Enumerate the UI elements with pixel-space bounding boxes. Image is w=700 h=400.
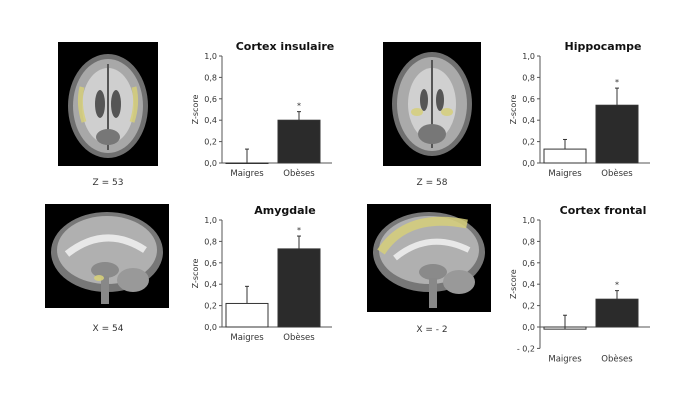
chart-title: Cortex frontal <box>560 204 647 217</box>
y-tick-label: 0,0 <box>522 323 535 332</box>
y-tick-label: 1,0 <box>522 216 535 225</box>
bar-maigres <box>225 162 269 164</box>
bar-chart-cortex-insulaire: Cortex insulaire 0,0 0,2 0,4 0,6 0,8 1,0 Z-scor… <box>190 38 340 198</box>
bar-obèses <box>595 298 639 328</box>
brain-scan-sagittal-2 <box>367 204 491 312</box>
category-label: Obèses <box>601 353 633 364</box>
y-tick-label: 0,2 <box>204 302 217 311</box>
y-tick-label: 1,0 <box>522 52 535 61</box>
scan-label: X = - 2 <box>416 325 448 335</box>
category-label: Maigres <box>548 354 582 364</box>
bar-maigres <box>543 148 587 164</box>
y-tick-label: 0,0 <box>204 159 217 168</box>
y-tick-label: - 0,2 <box>517 344 535 353</box>
brain-scan-axial-1 <box>58 42 158 166</box>
y-tick-label: 0,0 <box>204 323 217 332</box>
bar-chart-cortex-frontal: Cortex frontal - 0,2 0,0 0,2 0,4 0,6 0,8 1,0 Z-s… <box>508 202 658 377</box>
bar-obèses <box>595 104 639 164</box>
brain-scan-sagittal-1 <box>45 204 169 308</box>
y-tick-label: 0,8 <box>204 237 217 246</box>
y-tick-label: 0,8 <box>522 73 535 82</box>
y-tick-label: 0,4 <box>522 280 535 289</box>
y-tick-label: 0,6 <box>522 259 535 268</box>
scan-label: X = 54 <box>92 324 124 334</box>
y-axis-label: Z-score <box>509 269 518 299</box>
scan-label: Z = 58 <box>416 178 448 188</box>
chart-title: Amygdale <box>254 204 316 217</box>
significance-marker: * <box>297 102 301 111</box>
category-label: Obèses <box>283 332 315 343</box>
bar-maigres <box>225 302 269 328</box>
bar-obèses <box>277 119 321 164</box>
category-label: Maigres <box>230 169 264 179</box>
brain-scan-axial-2 <box>383 42 481 166</box>
y-tick-label: 0,6 <box>204 95 217 104</box>
category-label: Obèses <box>283 168 315 179</box>
y-tick-label: 0,4 <box>522 116 535 125</box>
significance-marker: * <box>297 226 301 235</box>
y-tick-label: 1,0 <box>204 52 217 61</box>
category-label: Obèses <box>601 168 633 179</box>
bar-obèses <box>277 248 321 328</box>
y-tick-label: 0,2 <box>522 302 535 311</box>
y-tick-label: 0,4 <box>204 280 217 289</box>
y-tick-label: 0,0 <box>522 159 535 168</box>
y-tick-label: 0,2 <box>204 138 217 147</box>
bar-chart-hippocampe: Hippocampe 0,0 0,2 0,4 0,6 0,8 1,0 Z-score Maigr… <box>508 38 658 198</box>
y-axis-label: Z-score <box>509 95 518 125</box>
y-axis-label: Z-score <box>191 95 200 125</box>
chart-title: Cortex insulaire <box>236 40 335 53</box>
chart-title: Hippocampe <box>564 40 641 53</box>
y-tick-label: 0,2 <box>522 138 535 147</box>
y-tick-label: 0,8 <box>522 237 535 246</box>
y-tick-label: 0,6 <box>204 259 217 268</box>
y-tick-label: 0,4 <box>204 116 217 125</box>
significance-marker: * <box>615 281 619 290</box>
y-axis-label: Z-score <box>191 259 200 289</box>
bar-chart-amygdale: Amygdale 0,0 0,2 0,4 0,6 0,8 1,0 Z-score Maigres… <box>190 202 340 362</box>
y-tick-label: 1,0 <box>204 216 217 225</box>
category-label: Maigres <box>230 333 264 343</box>
scan-label: Z = 53 <box>92 178 124 188</box>
category-label: Maigres <box>548 169 582 179</box>
y-tick-label: 0,8 <box>204 73 217 82</box>
y-tick-label: 0,6 <box>522 95 535 104</box>
significance-marker: * <box>615 78 619 87</box>
